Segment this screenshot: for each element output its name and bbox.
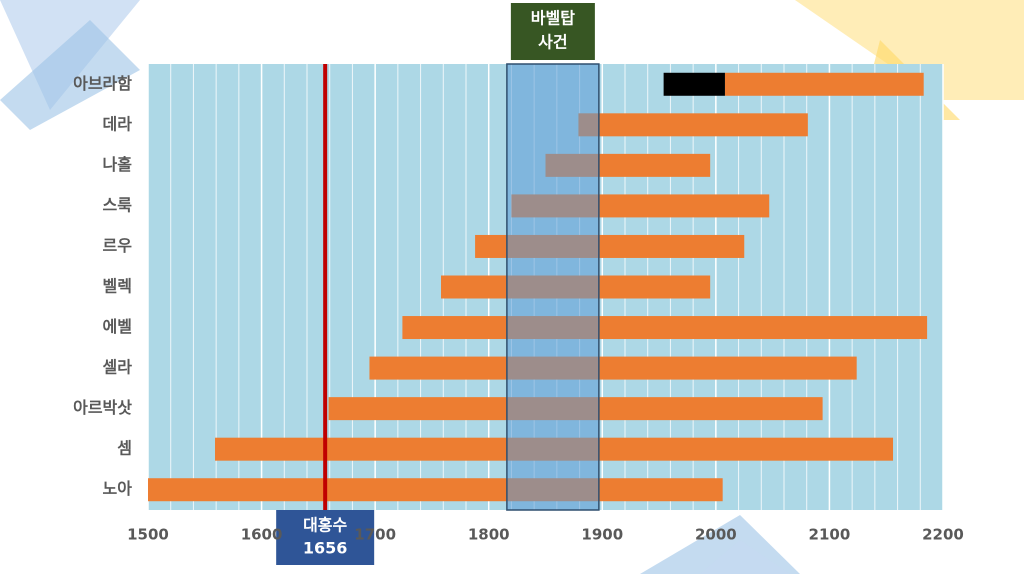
x-tick-label: 2200	[922, 526, 964, 544]
bar	[402, 316, 928, 340]
category-label: 셈	[117, 439, 132, 458]
x-tick-label: 1800	[468, 526, 510, 544]
babel-label: 바벨탑	[531, 9, 575, 28]
x-tick-label: 2100	[809, 526, 851, 544]
bar	[578, 113, 808, 137]
category-label: 르우	[103, 236, 133, 255]
extra-segment	[663, 72, 725, 96]
category-label: 아브라함	[73, 74, 132, 93]
category-label: 아르박삿	[73, 398, 132, 417]
flood-label: 1656	[303, 539, 348, 558]
flood-label-box	[276, 510, 375, 565]
category-label: 스룩	[103, 195, 133, 214]
babel-label: 사건	[538, 33, 567, 52]
category-label: 에벨	[103, 317, 132, 336]
x-tick-label: 1600	[241, 526, 283, 544]
x-tick-label: 1700	[354, 526, 396, 544]
category-label: 데라	[103, 114, 133, 133]
x-tick-label: 2000	[695, 526, 737, 544]
category-label: 나홀	[103, 155, 133, 174]
category-label: 노아	[103, 479, 133, 498]
category-label: 벨렉	[103, 277, 132, 296]
bar	[369, 356, 857, 380]
bar	[724, 72, 924, 96]
babel-band	[506, 63, 600, 511]
x-tick-label: 1500	[127, 526, 169, 544]
category-label: 셀라	[103, 358, 133, 377]
x-tick-label: 1900	[581, 526, 623, 544]
babel-label-box	[510, 3, 595, 60]
flood-label: 대홍수	[303, 516, 347, 535]
